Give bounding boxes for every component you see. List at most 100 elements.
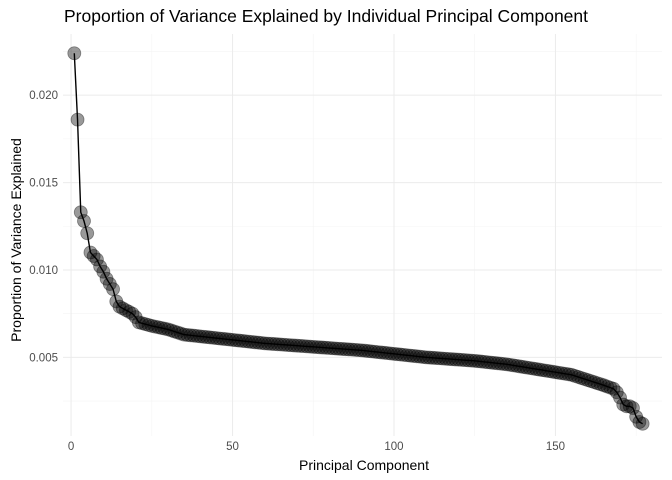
data-point — [590, 376, 605, 391]
data-point — [584, 374, 598, 389]
data-point — [190, 329, 204, 343]
data-point — [574, 371, 589, 385]
data-point — [244, 335, 259, 349]
data-point — [467, 353, 482, 368]
gridlines — [63, 34, 662, 436]
data-point — [564, 367, 579, 382]
data-point — [606, 381, 621, 396]
data-point — [454, 353, 469, 367]
data-point — [519, 360, 534, 375]
series-line-layer — [73, 53, 643, 425]
data-point — [348, 342, 363, 357]
data-point — [148, 319, 162, 334]
data-point — [293, 339, 308, 353]
x-tick-label: 150 — [546, 441, 565, 453]
data-point — [412, 349, 427, 364]
data-point — [445, 352, 460, 367]
data-point — [93, 259, 108, 274]
data-point — [154, 321, 169, 335]
data-point — [286, 338, 301, 353]
data-point — [542, 364, 556, 379]
y-axis-ticks: 0.005 0.010 0.015 0.020 — [29, 90, 58, 364]
y-tick-label: 0.020 — [29, 90, 58, 102]
data-point — [80, 226, 95, 241]
data-point — [558, 366, 573, 381]
data-point — [115, 301, 130, 316]
data-point — [325, 341, 340, 356]
data-point — [70, 112, 85, 127]
data-point — [173, 326, 188, 341]
data-point — [451, 352, 466, 367]
data-point — [341, 342, 356, 357]
data-point — [186, 328, 201, 343]
x-axis-title: Principal Component — [299, 457, 429, 473]
data-point — [267, 337, 282, 351]
data-point — [496, 357, 511, 371]
data-point — [632, 415, 647, 429]
y-tick-label: 0.005 — [29, 352, 58, 364]
data-point — [396, 347, 411, 362]
data-point — [438, 351, 453, 366]
data-point — [571, 370, 585, 384]
data-point — [299, 339, 314, 354]
data-point — [506, 358, 521, 373]
data-point — [425, 350, 440, 365]
data-point — [422, 350, 437, 365]
data-point — [416, 350, 430, 364]
data-point — [106, 282, 120, 297]
data-point — [358, 343, 372, 358]
data-point — [312, 340, 327, 355]
data-point — [609, 385, 624, 400]
data-point — [367, 344, 382, 359]
data-point — [509, 359, 524, 373]
x-axis-ticks: 0 50 100 150 — [68, 441, 565, 453]
data-point — [131, 315, 146, 330]
data-point — [193, 329, 208, 344]
data-point — [316, 340, 330, 355]
data-point — [619, 399, 634, 414]
data-point — [516, 360, 531, 374]
data-point — [270, 337, 285, 352]
data-point — [522, 361, 537, 375]
data-point — [441, 352, 456, 366]
data-point — [248, 335, 263, 350]
data-point — [112, 299, 127, 314]
data-point — [83, 245, 98, 260]
data-point — [141, 318, 156, 332]
data-point — [406, 349, 421, 363]
data-point — [474, 354, 489, 369]
data-point — [596, 378, 611, 393]
data-point — [122, 304, 137, 319]
data-point — [461, 353, 476, 368]
data-point — [377, 345, 392, 360]
data-point — [277, 337, 292, 352]
data-point — [177, 327, 191, 342]
data-point — [561, 367, 576, 382]
data-point — [235, 334, 250, 348]
data-point — [151, 320, 166, 335]
data-point — [529, 362, 543, 376]
data-point — [493, 356, 508, 371]
data-point — [77, 214, 91, 228]
data-point — [215, 331, 230, 346]
data-point — [303, 339, 317, 354]
y-axis-title: Proportion of Variance Explained — [8, 138, 24, 342]
x-tick-label: 50 — [226, 441, 239, 453]
data-point — [458, 353, 472, 368]
data-point — [364, 344, 379, 359]
data-point — [513, 359, 527, 374]
data-point — [409, 349, 424, 364]
data-point — [587, 375, 602, 390]
data-point — [532, 362, 547, 377]
data-point — [555, 366, 569, 381]
data-point — [345, 342, 359, 357]
data-point — [471, 354, 485, 369]
data-point — [222, 332, 237, 347]
data-point — [383, 346, 398, 361]
data-point — [545, 364, 560, 379]
data-point — [167, 324, 182, 339]
data-point — [309, 340, 324, 354]
data-point — [500, 357, 514, 372]
data-point — [170, 325, 185, 340]
data-point — [600, 379, 615, 394]
